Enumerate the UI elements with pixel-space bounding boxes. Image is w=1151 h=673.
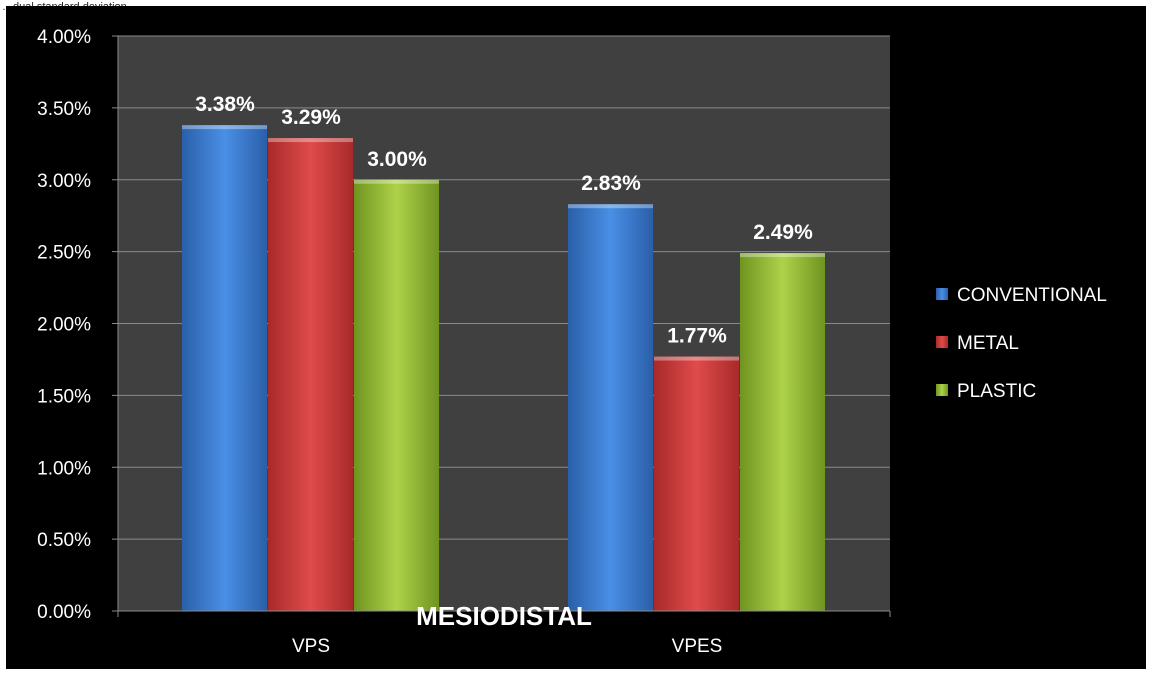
chart-title: MESIODISTAL — [416, 601, 592, 631]
legend-label: CONVENTIONAL — [957, 285, 1107, 306]
data-label: 2.83% — [581, 172, 641, 195]
data-label: 2.49% — [753, 221, 813, 244]
bar-metal-vpes — [654, 356, 739, 611]
bar-bevel — [740, 253, 825, 258]
y-tick-label: 0.50% — [37, 530, 91, 551]
bar-bevel — [354, 179, 439, 184]
y-tick-label: 3.50% — [37, 99, 91, 120]
data-label: 3.29% — [281, 106, 341, 129]
bars — [182, 125, 825, 611]
bar-bevel — [182, 125, 267, 130]
bar-bevel — [268, 138, 353, 143]
bar-bevel — [568, 204, 653, 209]
legend-label: METAL — [957, 333, 1019, 354]
y-tick-label: 2.00% — [37, 315, 91, 336]
y-tick-label: 1.50% — [37, 386, 91, 407]
bar-plastic-vpes — [740, 253, 825, 611]
data-label: 3.38% — [195, 93, 255, 116]
data-labels: 3.38% 3.29% 3.00% 2.83% 1.77% 2.49% — [195, 93, 813, 347]
bar-conventional-vps — [182, 125, 267, 611]
legend-label: PLASTIC — [957, 381, 1036, 402]
legend-swatch-plastic — [936, 384, 948, 396]
y-tick-label: 1.00% — [37, 458, 91, 479]
data-label: 3.00% — [367, 148, 427, 171]
y-tick-label: 3.00% — [37, 171, 91, 192]
x-category-label: VPES — [672, 636, 723, 657]
legend-swatch-metal — [936, 336, 948, 348]
bar-metal-vps — [268, 138, 353, 611]
bar-plastic-vps — [354, 179, 439, 611]
x-axis-categories: VPS VPES — [117, 611, 891, 657]
data-label: 1.77% — [667, 325, 727, 348]
bar-conventional-vpes — [568, 204, 653, 611]
y-tick-label: 0.00% — [37, 602, 91, 623]
y-tick-label: 4.00% — [37, 27, 91, 48]
y-axis-ticks: 0.00% 0.50% 1.00% 1.50% 2.00% 2.50% 3.00% 3.50%… — [37, 27, 91, 623]
legend: CONVENTIONAL METAL PLASTIC — [936, 285, 1107, 402]
y-tick-label: 2.50% — [37, 243, 91, 264]
bar-bevel — [654, 356, 739, 361]
legend-swatch-conventional — [936, 288, 948, 300]
x-category-label: VPS — [292, 636, 330, 657]
